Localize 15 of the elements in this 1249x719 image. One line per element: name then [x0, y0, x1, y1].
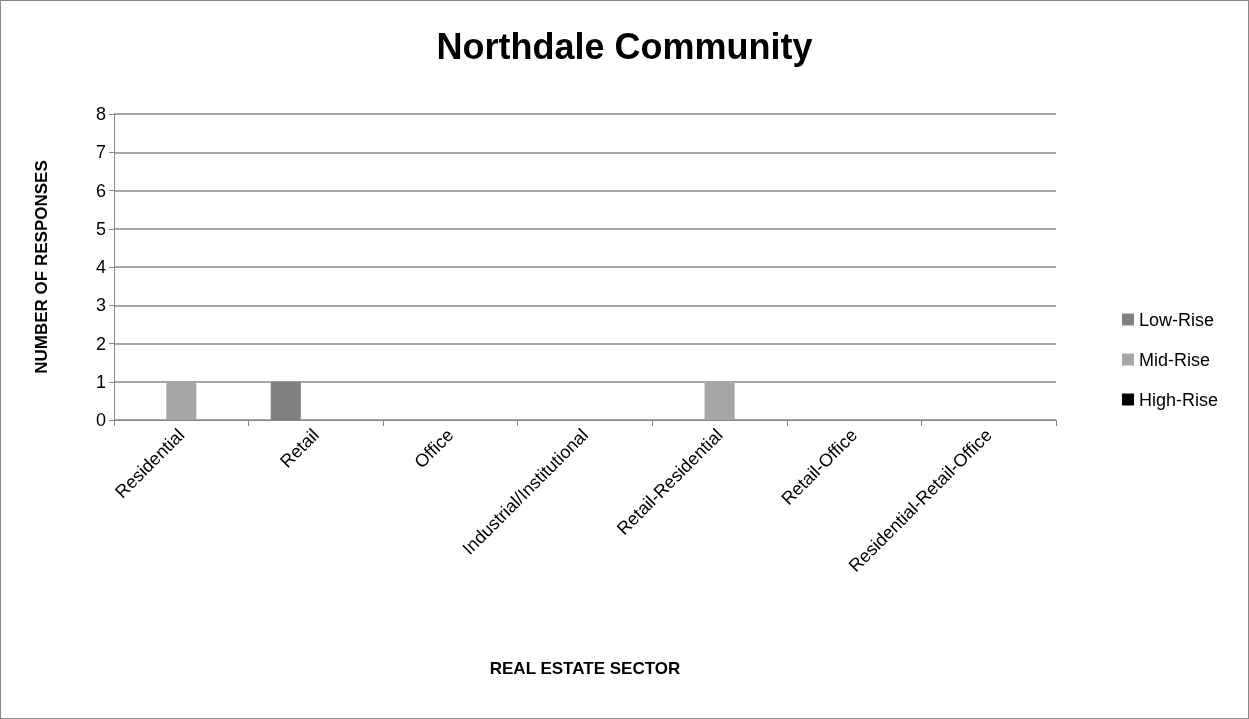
y-axis-title: NUMBER OF RESPONSES — [32, 160, 51, 374]
y-tick-label: 7 — [95, 142, 106, 163]
y-tick-label: 5 — [95, 218, 106, 239]
y-tick-label: 1 — [95, 371, 106, 392]
legend-label: Mid-Rise — [1138, 349, 1210, 370]
chart-title: Northdale Community — [436, 25, 813, 67]
y-tick-label: 6 — [95, 180, 106, 201]
y-tick-label: 0 — [95, 410, 106, 430]
y-tick-label: 3 — [95, 295, 106, 316]
legend-label: High-Rise — [1138, 389, 1219, 410]
y-tick-label: 4 — [95, 257, 106, 277]
y-tick-label: 8 — [95, 104, 106, 124]
x-axis-title: REAL ESTATE SECTOR — [489, 659, 681, 678]
y-tick-label: 2 — [95, 333, 106, 354]
legend-label: Low-Rise — [1138, 309, 1215, 330]
